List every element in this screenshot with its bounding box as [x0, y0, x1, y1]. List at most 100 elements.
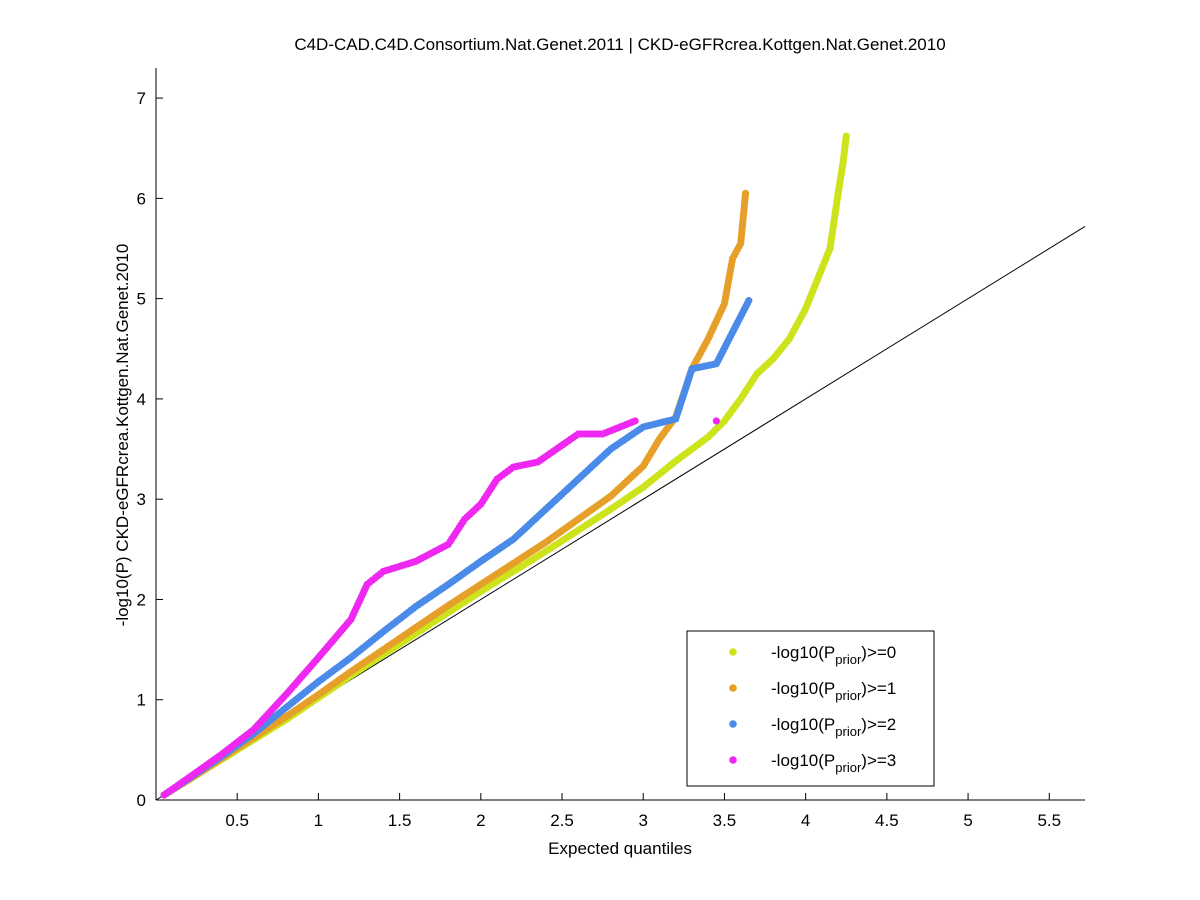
data-point	[474, 502, 483, 510]
data-point	[442, 542, 450, 550]
data-point	[703, 337, 711, 346]
y-axis-label: -log10(P) CKD-eGFRcrea.Kottgen.Nat.Genet…	[113, 244, 132, 627]
data-point	[182, 776, 190, 784]
data-point	[539, 549, 547, 557]
legend-label: -log10(Pprior)>=3	[771, 751, 896, 775]
legend-label: -log10(Pprior)>=0	[771, 643, 896, 667]
y-tick-label: 5	[137, 290, 146, 309]
legend-marker	[729, 720, 737, 728]
x-tick-label: 4	[801, 811, 810, 830]
data-point	[474, 559, 482, 567]
legend-label: -log10(Pprior)>=1	[771, 679, 896, 703]
x-tick-label: 2.5	[550, 811, 574, 830]
data-point	[838, 162, 847, 170]
data-point	[637, 425, 645, 433]
data-point	[362, 583, 370, 591]
plot-area: 0.5 1 1.5 2 2.5 3 3.5 4 4.5 5 5.5 0 1 2 3 4 5 6 7	[137, 68, 1086, 830]
data-point	[834, 192, 842, 201]
data-point	[377, 569, 385, 578]
data-point	[767, 357, 775, 365]
x-tick-label: 2	[476, 811, 485, 830]
data-point	[741, 192, 749, 201]
data-point	[280, 693, 288, 701]
data-point	[718, 419, 726, 427]
data-point	[442, 603, 450, 611]
data-point	[214, 753, 223, 761]
data-point	[507, 537, 515, 545]
data-point	[507, 561, 515, 569]
data-point	[474, 582, 482, 590]
data-point	[637, 485, 645, 493]
data-point	[312, 656, 320, 664]
x-tick-label: 5.5	[1037, 811, 1061, 830]
data-point	[572, 517, 580, 525]
y-tick-label: 1	[137, 691, 146, 710]
x-tick-label: 5	[963, 811, 972, 830]
data-point	[743, 299, 751, 307]
data-point	[345, 618, 353, 626]
data-point	[491, 478, 499, 486]
data-point	[312, 680, 320, 688]
x-axis-label: Expected quantiles	[548, 839, 692, 858]
data-point	[507, 465, 515, 473]
data-point	[344, 669, 352, 678]
data-point	[817, 267, 825, 276]
data-point	[604, 494, 612, 502]
legend-label: -log10(Pprior)>=2	[771, 715, 896, 739]
data-point	[735, 397, 743, 405]
data-point	[572, 477, 580, 485]
data-point	[728, 257, 736, 266]
data-point	[604, 507, 612, 515]
data-point	[783, 337, 791, 345]
data-point	[442, 582, 450, 590]
y-tick-label: 7	[137, 89, 146, 108]
x-tick-label: 1	[314, 811, 323, 830]
data-point	[595, 430, 604, 438]
data-point	[637, 464, 645, 472]
data-point	[539, 540, 547, 548]
series-3	[160, 417, 720, 799]
legend-marker	[729, 648, 737, 656]
data-point	[312, 692, 320, 701]
data-point	[572, 432, 580, 440]
data-point	[507, 569, 515, 577]
data-point	[279, 714, 287, 723]
y-tick-label: 3	[137, 490, 146, 509]
y-tick-label: 0	[137, 791, 146, 810]
data-point	[604, 447, 613, 455]
data-point	[842, 135, 850, 143]
x-tick-label: 4.5	[875, 811, 899, 830]
x-tick-label: 0.5	[225, 811, 249, 830]
data-point	[719, 302, 727, 311]
y-tick-label: 4	[137, 390, 146, 409]
data-point	[800, 307, 808, 315]
data-point	[654, 438, 662, 446]
data-point	[539, 507, 548, 515]
legend-marker	[729, 684, 737, 692]
data-point	[751, 373, 759, 381]
data-point	[279, 706, 288, 714]
y-tick-label: 6	[137, 189, 146, 208]
data-point	[459, 518, 467, 526]
legend-marker	[729, 756, 737, 764]
data-point	[712, 417, 720, 425]
data-point	[377, 629, 385, 638]
data-point	[571, 528, 580, 536]
x-tick-label: 1.5	[388, 811, 412, 830]
data-point	[669, 459, 677, 467]
data-point	[531, 459, 539, 467]
data-point	[247, 728, 255, 736]
chart-title: C4D-CAD.C4D.Consortium.Nat.Genet.2011 | …	[294, 35, 945, 54]
data-point	[702, 435, 710, 443]
data-point	[409, 558, 417, 566]
y-tick-label: 2	[137, 590, 146, 609]
data-point	[735, 242, 743, 251]
legend-box	[686, 630, 935, 787]
data-point	[344, 655, 352, 664]
data-point	[409, 604, 417, 612]
data-point	[825, 247, 833, 255]
legend: -log10(Pprior)>=0 -log10(Pprior)>=1 -log10…	[686, 630, 935, 787]
x-tick-label: 3.5	[713, 811, 737, 830]
